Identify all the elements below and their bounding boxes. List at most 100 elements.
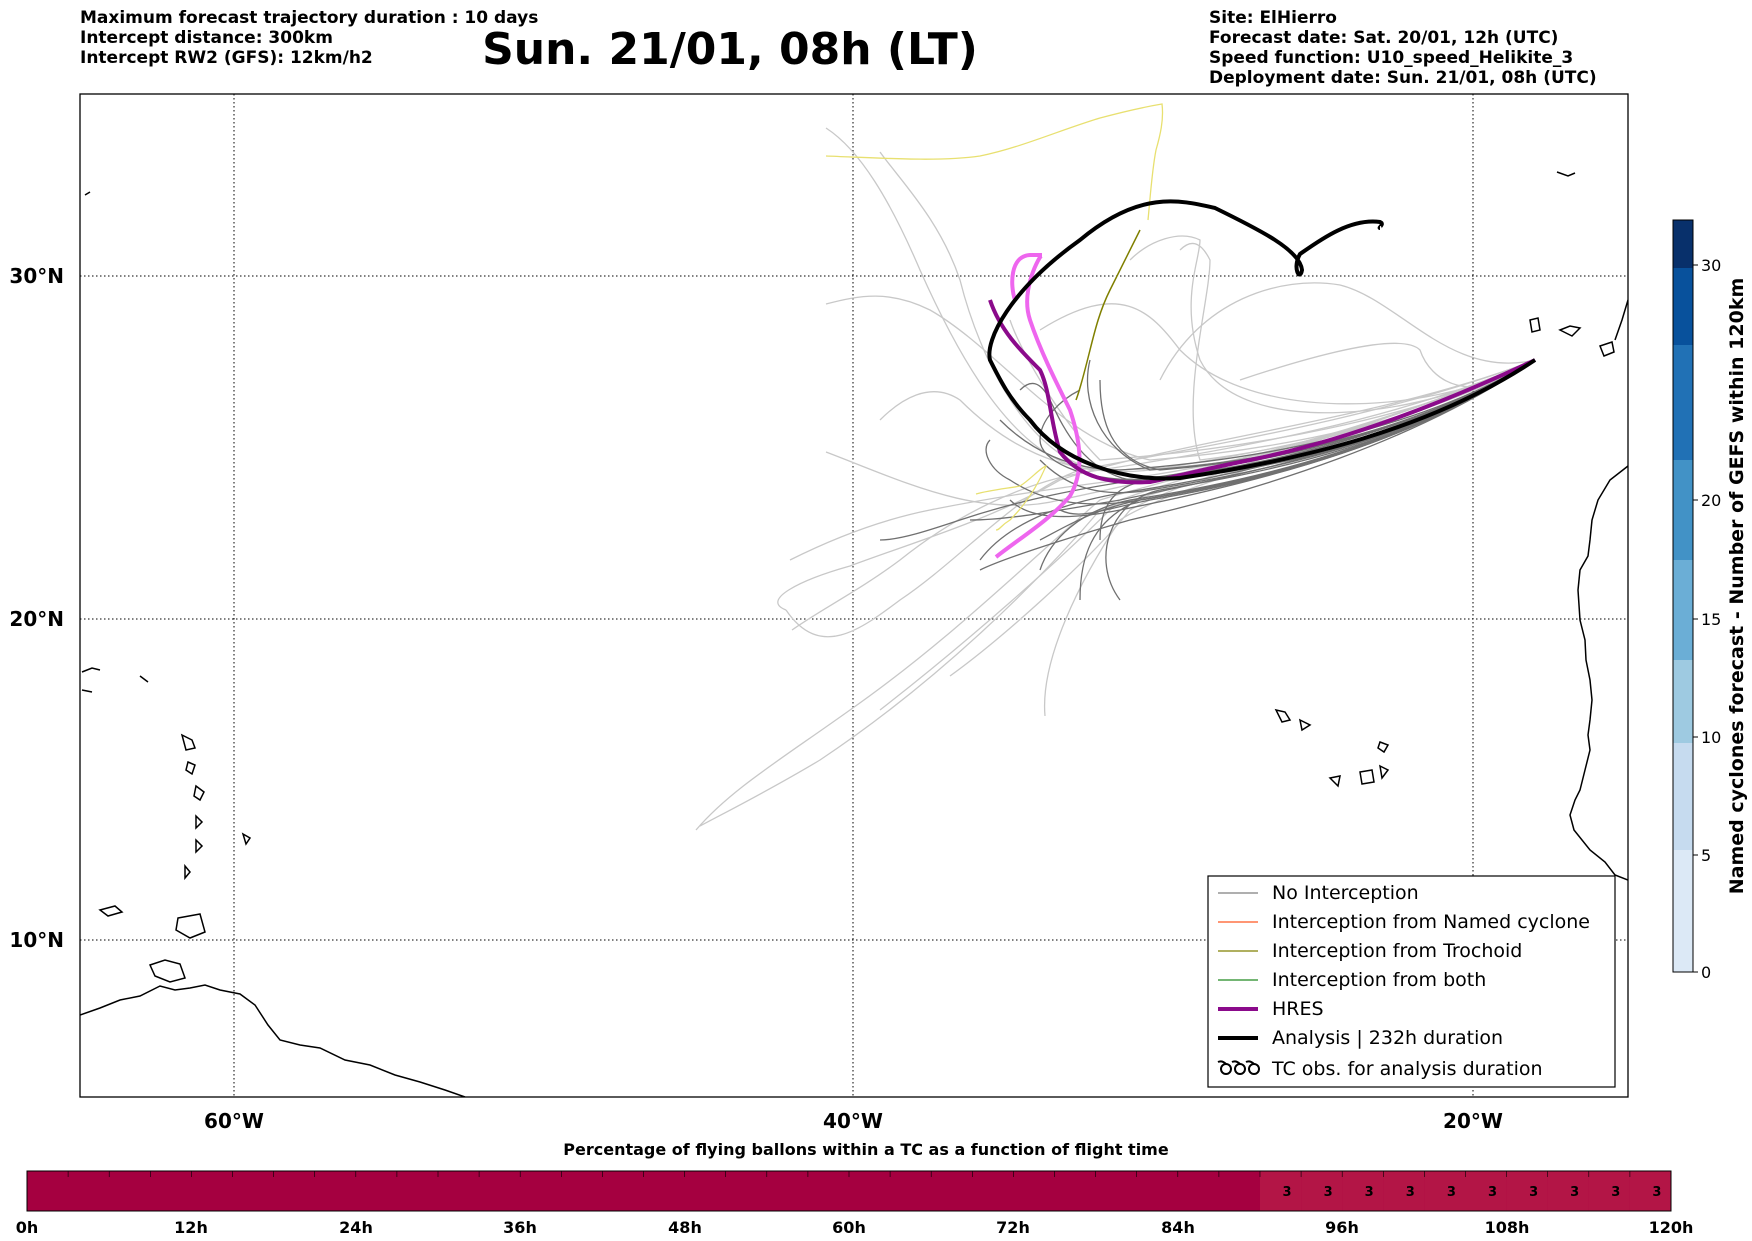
lon-label-20: 20°W: [1443, 1109, 1503, 1133]
bar-highlight-cell: [1342, 1171, 1384, 1211]
time-label: 120h: [1649, 1218, 1694, 1237]
island-canary-3: [1599, 341, 1615, 357]
tc-obs-symbol-icon: [1217, 1060, 1260, 1075]
intercept-rw2-text: Intercept RW2 (GFS): 12km/h2: [80, 48, 373, 68]
legend-label-hres: HRES: [1272, 998, 1324, 1020]
island-madeira: [1556, 171, 1576, 177]
trajectory: [1059, 359, 1536, 515]
island-caribbean-6: [195, 814, 204, 830]
bar-highlight-cell: [1465, 1171, 1507, 1211]
coast-trinidad: [175, 913, 206, 939]
island-canary-1: [1529, 317, 1541, 333]
forecast-date-text: Forecast date: Sat. 20/01, 12h (UTC): [1209, 28, 1559, 48]
trajectory: [1159, 282, 1536, 381]
colorbar-tick-30: 30: [1701, 256, 1721, 275]
time-label: 72h: [996, 1218, 1030, 1237]
colorbar-label: Named cyclones forecast - Number of GEFS…: [1726, 278, 1748, 895]
page-title: Sun. 21/01, 08h (LT): [482, 24, 978, 75]
lat-label-10: 10°N: [9, 928, 64, 952]
colorbar-right: 0 5 10 15 20 30 Named cyclones forecast …: [1672, 219, 1748, 982]
bar-cell-value: 3: [1652, 1185, 1661, 1200]
bar-highlight-cell: [1383, 1171, 1425, 1211]
island-caribbean-9: [241, 832, 252, 846]
coastlines: [80, 171, 1628, 1097]
bottom-bar: Percentage of flying ballons within a TC…: [16, 1140, 1694, 1237]
island-caribbean-10: [98, 905, 124, 917]
trajectories-yellow: [825, 103, 1164, 531]
colorbar-seg: [1673, 268, 1693, 345]
trajectories-dark: [879, 359, 1536, 601]
max-duration-text: Maximum forecast trajectory duration : 1…: [80, 8, 539, 28]
time-label: 12h: [174, 1218, 208, 1237]
legend-label-analysis: Analysis | 232h duration: [1272, 1027, 1503, 1049]
time-label: 24h: [339, 1218, 373, 1237]
time-label: 0h: [16, 1218, 39, 1237]
bar-cell-value: 3: [1570, 1185, 1579, 1200]
island-cape-verde-5: [1359, 769, 1375, 785]
island-caribbean-3: [180, 733, 197, 751]
colorbar-seg: [1673, 560, 1693, 660]
colorbar-tick-20: 20: [1701, 491, 1721, 510]
time-label: 48h: [668, 1218, 702, 1237]
trajectory: [777, 359, 1536, 611]
colorbar-tick-10: 10: [1701, 728, 1721, 747]
colorbar-tick-15: 15: [1701, 610, 1721, 629]
coast-venezuela-detail: [148, 959, 186, 983]
intercept-distance-text: Intercept distance: 300km: [80, 28, 333, 48]
island-caribbean-7: [195, 838, 204, 854]
colorbar-seg: [1673, 660, 1693, 743]
colorbar-seg: [1673, 460, 1693, 560]
legend: No Interception Interception from Named …: [1207, 875, 1616, 1088]
coast-south-america: [80, 984, 466, 1097]
bar-highlight-cell: [1260, 1171, 1302, 1211]
colorbar-seg: [1673, 850, 1693, 972]
trajectory: [975, 464, 1048, 531]
colorbar-seg: [1673, 220, 1693, 268]
site-text: Site: ElHierro: [1209, 8, 1337, 28]
island-caribbean-12: [84, 191, 91, 196]
lat-label-30: 30°N: [9, 264, 64, 288]
time-label: 60h: [832, 1218, 866, 1237]
bottom-bar-title: Percentage of flying ballons within a TC…: [563, 1140, 1169, 1159]
legend-label-named-cyclone: Interception from Named cyclone: [1272, 911, 1590, 933]
bar-cell-value: 3: [1282, 1185, 1291, 1200]
time-label: 96h: [1325, 1218, 1359, 1237]
island-caribbean-1: [81, 667, 101, 673]
island-cape-verde-3: [1377, 741, 1390, 754]
island-cape-verde-1: [1274, 708, 1292, 723]
bottom-bar-ticks: [67, 1171, 1631, 1177]
island-caribbean-8: [184, 863, 191, 881]
trajectory: [791, 359, 1536, 631]
island-caribbean-4: [185, 760, 196, 776]
island-caribbean-2: [81, 689, 93, 693]
speed-function-text: Speed function: U10_speed_Helikite_3: [1209, 48, 1574, 68]
time-label: 108h: [1485, 1218, 1530, 1237]
bar-highlight-cell: [1424, 1171, 1466, 1211]
legend-label-tc-obs: TC obs. for analysis duration: [1271, 1058, 1543, 1080]
lat-label-20: 20°N: [9, 607, 64, 631]
trajectory: [979, 359, 1536, 571]
colorbar-frame: [1672, 219, 1694, 973]
hres-trajectory: [994, 253, 1082, 559]
legend-label-both: Interception from both: [1272, 969, 1486, 991]
bottom-bar-highlight: 3 3 3 3 3 3 3 3 3 3: [1260, 1171, 1671, 1211]
bar-highlight-cell: [1588, 1171, 1630, 1211]
bar-highlight-cell: [1547, 1171, 1589, 1211]
legend-label-trochoid: Interception from Trochoid: [1272, 940, 1522, 962]
time-label: 36h: [503, 1218, 537, 1237]
bar-cell-value: 3: [1488, 1185, 1497, 1200]
colorbar-seg: [1673, 345, 1693, 460]
colorbar-tick-0: 0: [1701, 963, 1711, 982]
bar-cell-value: 3: [1529, 1185, 1538, 1200]
analysis-trajectory: [987, 199, 1537, 481]
colorbar-tick-5: 5: [1701, 846, 1711, 865]
trochoid-trajectory: [1075, 229, 1141, 401]
bottom-bar-frame: [26, 1170, 1672, 1212]
lon-label-60: 60°W: [204, 1109, 264, 1133]
colorbar-seg: [1673, 743, 1693, 850]
island-caribbean-11: [139, 675, 149, 683]
trajectory: [1009, 319, 1536, 461]
bar-cell-value: 3: [1611, 1185, 1620, 1200]
legend-label-no-interception: No Interception: [1272, 882, 1419, 904]
